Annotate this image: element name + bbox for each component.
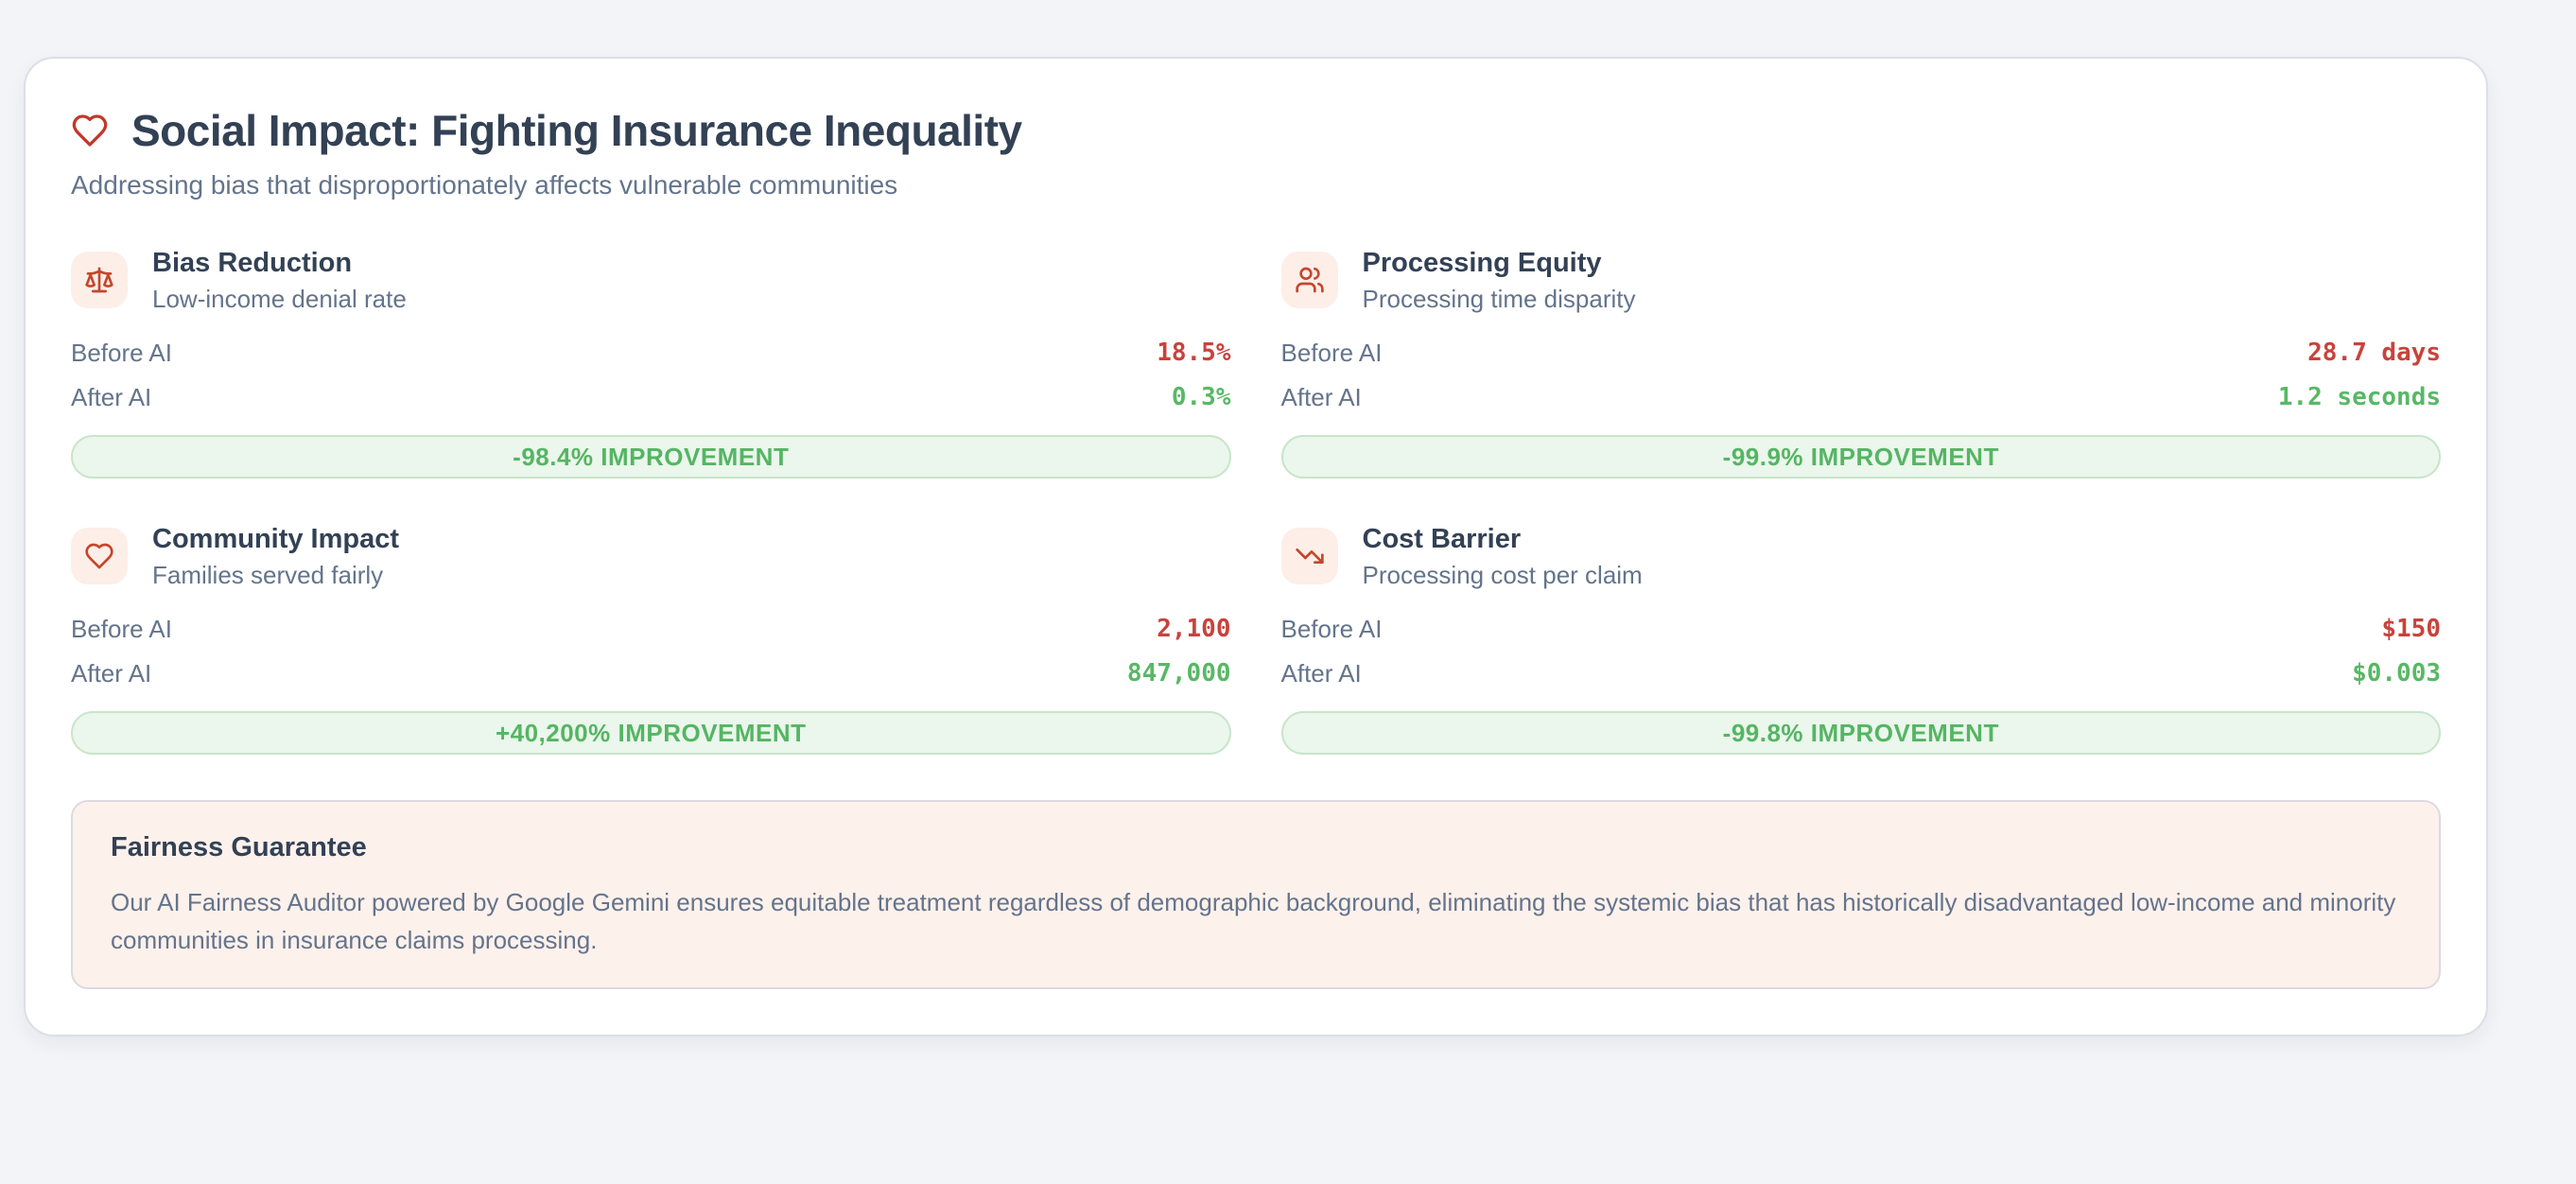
metric-title: Bias Reduction — [152, 247, 353, 278]
page-subtitle: Addressing bias that disproportionately … — [71, 169, 898, 200]
before-ai-value: 2,100 — [1157, 615, 1231, 644]
after-ai-label: After AI — [71, 382, 152, 411]
metric-title: Cost Barrier — [1362, 523, 1522, 554]
metric-title: Community Impact — [152, 523, 400, 554]
before-ai-row: Before AI 18.5% — [71, 338, 1231, 368]
before-ai-label: Before AI — [71, 614, 172, 643]
metric-head: Cost Barrier Processing cost per claim — [1280, 523, 2442, 588]
after-ai-row: After AI $0.003 — [1280, 658, 2442, 688]
improvement-badge: -99.9% IMPROVEMENT — [1280, 435, 2441, 479]
metric-head: Processing Equity Processing time dispar… — [1280, 247, 2442, 312]
after-ai-row: After AI 1.2 seconds — [1280, 382, 2442, 412]
after-ai-label: After AI — [1280, 658, 1362, 688]
metric-card-processing-equity: Processing Equity Processing time dispar… — [1280, 247, 2442, 479]
before-ai-value: $150 — [2381, 615, 2441, 644]
improvement-label: -99.8% IMPROVEMENT — [1722, 718, 1999, 747]
social-impact-panel: Social Impact: Fighting Insurance Inequa… — [24, 57, 2488, 1036]
after-ai-row: After AI 0.3% — [71, 382, 1231, 412]
metric-subtitle: Processing cost per claim — [1362, 560, 1643, 589]
users-icon — [1280, 252, 1338, 309]
before-ai-label: Before AI — [1280, 338, 1383, 367]
fairness-guarantee-box: Fairness Guarantee Our AI Fairness Audit… — [71, 800, 2441, 990]
scale-icon — [71, 252, 128, 309]
metric-subtitle: Families served fairly — [152, 560, 384, 589]
before-ai-value: 28.7 days — [2307, 339, 2441, 368]
metric-head: Bias Reduction Low-income denial rate — [71, 247, 1231, 312]
metric-card-cost-barrier: Cost Barrier Processing cost per claim B… — [1280, 523, 2442, 756]
fairness-body: Our AI Fairness Auditor powered by Googl… — [111, 887, 2396, 954]
metric-card-community-impact: Community Impact Families served fairly … — [71, 523, 1231, 756]
before-ai-label: Before AI — [1280, 614, 1383, 643]
improvement-label: -98.4% IMPROVEMENT — [513, 442, 790, 471]
metrics-grid: Bias Reduction Low-income denial rate Be… — [71, 247, 2442, 756]
metric-title: Processing Equity — [1362, 247, 1602, 278]
improvement-badge: -98.4% IMPROVEMENT — [71, 435, 1231, 479]
before-ai-row: Before AI 28.7 days — [1280, 338, 2442, 368]
after-ai-value: 1.2 seconds — [2277, 383, 2441, 412]
metric-subtitle: Low-income denial rate — [152, 284, 407, 313]
before-ai-value: 18.5% — [1157, 339, 1231, 368]
after-ai-value: $0.003 — [2352, 659, 2441, 688]
heart-icon — [71, 528, 128, 585]
improvement-badge: +40,200% IMPROVEMENT — [71, 711, 1231, 756]
metric-card-bias-reduction: Bias Reduction Low-income denial rate Be… — [71, 247, 1231, 479]
after-ai-label: After AI — [71, 658, 152, 688]
improvement-badge: -99.8% IMPROVEMENT — [1280, 711, 2441, 756]
page-title: Social Impact: Fighting Insurance Inequa… — [131, 106, 1022, 155]
metric-head: Community Impact Families served fairly — [71, 523, 1231, 588]
after-ai-value: 847,000 — [1126, 659, 1231, 688]
metric-subtitle: Processing time disparity — [1362, 284, 1636, 313]
after-ai-row: After AI 847,000 — [71, 658, 1231, 688]
after-ai-label: After AI — [1280, 382, 1362, 411]
before-ai-row: Before AI $150 — [1280, 614, 2442, 644]
before-ai-label: Before AI — [71, 338, 172, 367]
fairness-title: Fairness Guarantee — [111, 832, 367, 863]
heart-icon — [72, 114, 108, 148]
trending-down-icon — [1280, 528, 1338, 585]
after-ai-value: 0.3% — [1171, 383, 1231, 412]
improvement-label: +40,200% IMPROVEMENT — [495, 718, 807, 747]
improvement-label: -99.9% IMPROVEMENT — [1722, 442, 1999, 471]
panel-header: Social Impact: Fighting Insurance Inequa… — [71, 106, 2441, 156]
before-ai-row: Before AI 2,100 — [71, 614, 1231, 644]
